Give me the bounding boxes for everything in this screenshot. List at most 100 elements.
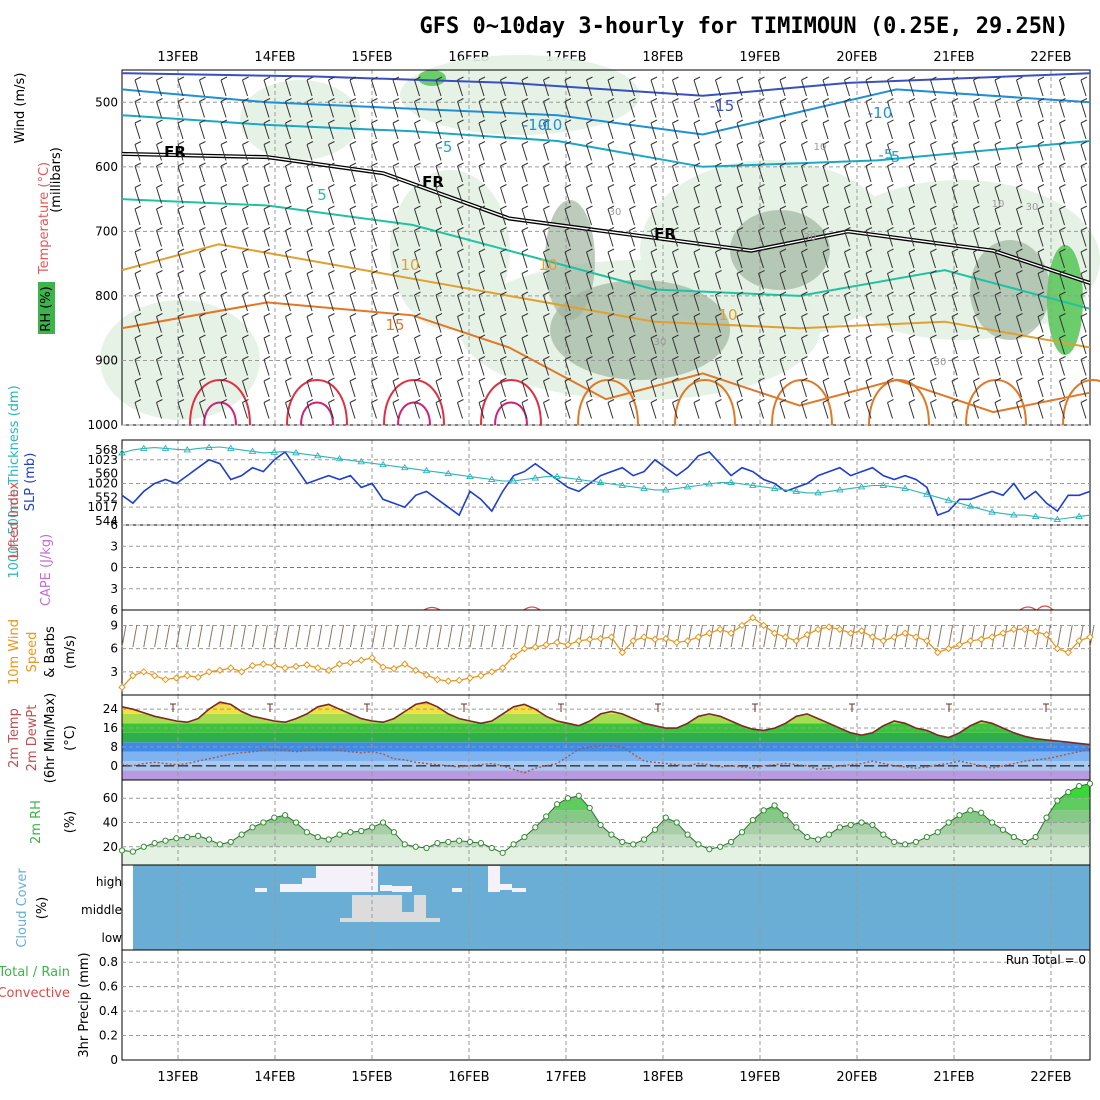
rh-point [227, 838, 234, 846]
wind-barb [586, 334, 593, 355]
rh-tick-20: 20 [103, 840, 118, 854]
wind-barb [779, 356, 787, 376]
wind-barb [650, 119, 658, 140]
wind-barb [371, 98, 378, 118]
wind-barb [521, 270, 529, 290]
wind-barb [736, 291, 744, 312]
wind10m-speed-point [227, 664, 235, 672]
wind-barb [930, 227, 937, 247]
wind-barb [779, 270, 787, 290]
date-label-bottom-22FEB: 22FEB [1030, 1070, 1071, 1085]
wind-barb [349, 291, 357, 312]
rh-point [401, 841, 408, 848]
wind-barb [951, 227, 959, 247]
wind10m-speed-point [749, 614, 757, 622]
wind-barb [887, 291, 894, 312]
wind-barb [607, 227, 615, 247]
wind-barb [629, 205, 636, 226]
wind-barb [242, 184, 249, 204]
wind-barb [1037, 76, 1045, 97]
wind-barb [1016, 227, 1023, 247]
wind-barb [801, 141, 808, 161]
wind-barb [1037, 356, 1045, 376]
rh-point [989, 819, 996, 826]
rh-point [369, 824, 376, 831]
wind-barb [371, 205, 378, 226]
wind-barb [435, 356, 443, 376]
wind-barb [177, 248, 185, 269]
wind-barb [500, 248, 507, 269]
wind-axis-label-b: Speed [25, 632, 40, 673]
wind-barb [134, 248, 142, 269]
rh-point [782, 812, 789, 819]
wind-barb [263, 227, 271, 247]
wind-barb [908, 291, 916, 312]
wind-barb [629, 227, 636, 247]
wind-barb [865, 227, 873, 247]
wind10m-speed-point [1075, 637, 1083, 645]
date-label-top-20FEB: 20FEB [836, 50, 877, 65]
wind-barb [736, 205, 744, 226]
wind-barb [1080, 313, 1088, 333]
wind-barb [457, 313, 464, 333]
wind-barb [156, 356, 163, 376]
wind-barb [134, 270, 142, 290]
wind-barb [392, 377, 400, 398]
wind10m-speed-point [575, 637, 583, 645]
wind-barb [371, 184, 378, 204]
wind-barb [220, 227, 228, 247]
wind-barb [736, 399, 744, 419]
wind10m-barb [175, 625, 181, 648]
wind-barb [435, 377, 443, 398]
wind-barb [994, 334, 1002, 355]
thick-tick-544: 544 [95, 514, 118, 528]
wind-barb [521, 141, 529, 161]
wind10m-barb [502, 625, 508, 648]
wind10m-barb [186, 625, 192, 648]
wind-barb [349, 270, 357, 290]
wind-barb [586, 141, 593, 161]
rh-point [292, 819, 300, 826]
cloud-mid-cell [414, 895, 426, 920]
wind10m-speed-point [868, 633, 877, 641]
rh-band [122, 846, 1090, 865]
wind-barb [672, 399, 679, 419]
wind-barb [1037, 248, 1045, 269]
wind-barb [263, 334, 271, 355]
thick-tick-552: 552 [95, 490, 118, 504]
wind-barb [543, 184, 550, 204]
wind-barb [865, 356, 873, 376]
contour-label: -15 [710, 97, 735, 115]
wind-barb [951, 377, 959, 398]
wind10m-barb [241, 625, 247, 648]
thick-marker [1031, 512, 1040, 520]
wind-barb [930, 356, 937, 376]
wind-barb [1059, 98, 1066, 118]
wind10m-barb [665, 625, 671, 648]
wind-barb [199, 205, 206, 226]
wind-barb [543, 98, 550, 118]
wind-barb [736, 334, 744, 355]
wind-barb [865, 248, 873, 269]
rh-tick-40: 40 [103, 816, 118, 830]
wind-barb [306, 119, 314, 140]
wind-barb [435, 270, 443, 290]
wind10m-speed-point [401, 660, 409, 668]
wind10m-speed-point [444, 677, 452, 685]
wind-barb [758, 205, 765, 226]
contour-label: FR [422, 173, 444, 191]
wind-barb [177, 399, 185, 419]
wind-barb [220, 399, 228, 419]
date-label-bottom-13FEB: 13FEB [157, 1070, 198, 1085]
wind-barb [457, 184, 464, 204]
wind-barb [607, 76, 615, 97]
wind-barb [242, 119, 249, 140]
wind10m-speed-point [542, 641, 550, 649]
wind-barb [693, 270, 701, 290]
isotherm--10 [121, 88, 1091, 136]
rh-point [684, 831, 691, 838]
wind10m-speed-point [259, 660, 268, 668]
wind-barb [435, 98, 443, 118]
wind-barb [371, 291, 378, 312]
wind-barb [586, 399, 593, 419]
